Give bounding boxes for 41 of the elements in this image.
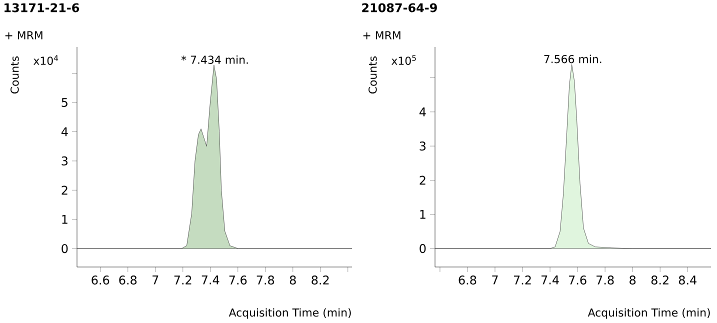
x-tick-label: 7.4 [542,276,559,284]
chart-title: 13171-21-6 [4,3,80,12]
y-tick-label: 4 [419,108,426,116]
x-tick-label: 8 [290,276,296,285]
y-tick-label: 1 [420,210,426,219]
annotation: 7.566 min. [544,54,602,64]
y-tick-label: 2 [420,176,426,185]
x-tick-label: 6.6 [92,276,110,285]
y-tick-label: 2 [62,186,68,195]
x-tick-label: 7.8 [596,276,614,285]
x-tick-label: 7.6 [569,276,586,285]
y-tick-label: 3 [62,156,68,166]
x-axis-title: Acquisition Time (min) [228,308,351,319]
y-tick-label: 3 [420,142,426,151]
x-tick-label: 8 [630,276,636,285]
x-tick-label: 7.4 [202,276,220,284]
x-tick-label: 7.8 [256,276,274,285]
x-tick-label: 7.2 [514,276,531,284]
x-tick-label: 6.8 [119,276,137,285]
x-tick-label: 7.6 [229,276,247,285]
x-tick-label: 7 [492,276,498,284]
text: x10$^{4}$ [34,55,58,65]
y-tick-label: 1 [62,215,68,224]
x-tick-label: 8.2 [651,276,668,285]
annotation: * 7.434 min. [181,55,248,64]
y-axis-title: Counts [368,56,377,94]
chart-title: 21087-64-9 [362,3,437,12]
y-tick-label: 5 [62,98,68,107]
x-tick-label: 7.2 [174,276,192,284]
y-axis-title: Counts [10,56,19,94]
x-tick-label: 8.4 [678,276,696,285]
y-tick-label: 0 [420,244,426,254]
x-tick-label: 6.8 [458,276,476,285]
y-tick-label: 4 [61,127,68,136]
x-tick-label: 7 [152,276,158,284]
x-axis-title: Acquisition Time (min) [588,308,710,319]
x-tick-label: 8.2 [312,276,329,285]
text: x10$^{5}$ [392,55,416,65]
y-tick-label: 0 [62,244,68,254]
chart-subtitle: + MRM [5,31,42,40]
chart-subtitle: + MRM [363,31,400,40]
